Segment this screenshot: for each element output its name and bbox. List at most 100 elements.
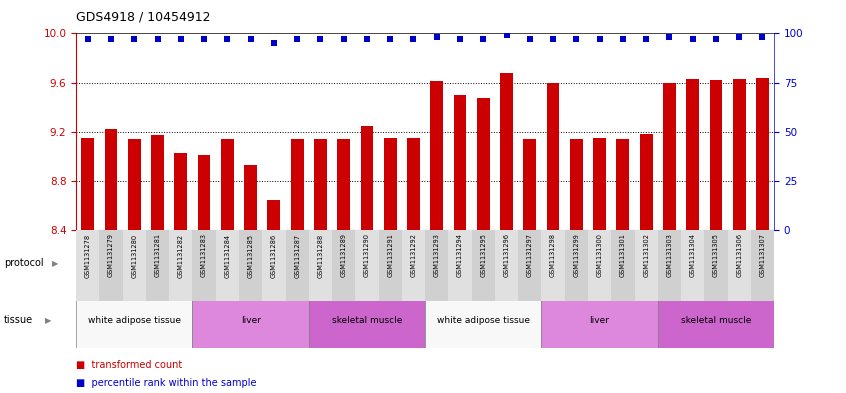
Bar bbox=[216, 230, 239, 301]
Text: GSM1131302: GSM1131302 bbox=[643, 233, 649, 277]
Bar bbox=[431, 81, 443, 230]
Bar bbox=[262, 230, 285, 301]
Text: GSM1131285: GSM1131285 bbox=[248, 233, 254, 277]
Point bbox=[686, 36, 700, 42]
Bar bbox=[384, 138, 397, 230]
Bar bbox=[733, 79, 745, 230]
Text: GSM1131292: GSM1131292 bbox=[410, 233, 416, 277]
Point bbox=[547, 36, 560, 42]
Bar bbox=[244, 165, 257, 230]
Bar bbox=[663, 83, 676, 230]
Bar bbox=[448, 230, 472, 301]
Text: GSM1131306: GSM1131306 bbox=[736, 233, 742, 277]
Text: GSM1131283: GSM1131283 bbox=[201, 233, 207, 277]
Bar bbox=[123, 230, 146, 301]
Bar bbox=[681, 230, 704, 301]
Text: GSM1131301: GSM1131301 bbox=[620, 233, 626, 277]
Text: GSM1131279: GSM1131279 bbox=[108, 233, 114, 277]
Text: ▶: ▶ bbox=[52, 259, 59, 268]
Text: GSM1131288: GSM1131288 bbox=[317, 233, 323, 277]
Bar bbox=[593, 138, 606, 230]
Bar bbox=[309, 230, 332, 301]
Bar bbox=[267, 200, 280, 230]
Text: GSM1131305: GSM1131305 bbox=[713, 233, 719, 277]
Text: ad libitum chow: ad libitum chow bbox=[206, 258, 295, 268]
Bar bbox=[751, 230, 774, 301]
Bar bbox=[617, 139, 629, 230]
Text: GSM1131289: GSM1131289 bbox=[341, 233, 347, 277]
Bar bbox=[611, 230, 634, 301]
Bar bbox=[76, 238, 425, 289]
Point bbox=[407, 36, 420, 42]
Bar bbox=[174, 152, 187, 230]
Bar bbox=[704, 230, 728, 301]
Text: ■  percentile rank within the sample: ■ percentile rank within the sample bbox=[76, 378, 256, 388]
Bar bbox=[588, 230, 611, 301]
Bar bbox=[100, 230, 123, 301]
Text: white adipose tissue: white adipose tissue bbox=[88, 316, 181, 325]
Text: GSM1131281: GSM1131281 bbox=[155, 233, 161, 277]
Text: protocol: protocol bbox=[4, 258, 44, 268]
Bar bbox=[453, 95, 466, 230]
Text: GSM1131278: GSM1131278 bbox=[85, 233, 91, 277]
Bar bbox=[76, 230, 99, 301]
Bar bbox=[518, 230, 541, 301]
Bar bbox=[192, 230, 216, 301]
Text: skeletal muscle: skeletal muscle bbox=[681, 316, 751, 325]
Bar bbox=[239, 230, 262, 301]
Point bbox=[593, 36, 607, 42]
Bar bbox=[500, 73, 513, 230]
Text: fasted: fasted bbox=[582, 258, 617, 268]
Bar bbox=[81, 138, 94, 230]
Bar bbox=[472, 230, 495, 301]
Text: ■  transformed count: ■ transformed count bbox=[76, 360, 183, 371]
Text: GSM1131307: GSM1131307 bbox=[760, 233, 766, 277]
Point bbox=[337, 36, 350, 42]
Point bbox=[360, 36, 374, 42]
Bar bbox=[192, 293, 309, 348]
Bar bbox=[314, 139, 327, 230]
Bar bbox=[547, 83, 559, 230]
Point bbox=[290, 36, 304, 42]
Point bbox=[569, 36, 583, 42]
Point bbox=[733, 34, 746, 40]
Text: GSM1131304: GSM1131304 bbox=[689, 233, 695, 277]
Bar bbox=[477, 99, 490, 230]
Point bbox=[221, 36, 234, 42]
Bar bbox=[146, 230, 169, 301]
Point bbox=[244, 36, 257, 42]
Text: GSM1131294: GSM1131294 bbox=[457, 233, 463, 277]
Point bbox=[383, 36, 397, 42]
Text: GSM1131282: GSM1131282 bbox=[178, 233, 184, 277]
Bar bbox=[524, 139, 536, 230]
Bar bbox=[570, 139, 583, 230]
Point bbox=[453, 36, 467, 42]
Text: skeletal muscle: skeletal muscle bbox=[332, 316, 402, 325]
Text: GSM1131299: GSM1131299 bbox=[574, 233, 580, 277]
Text: GSM1131300: GSM1131300 bbox=[596, 233, 602, 277]
Bar bbox=[756, 77, 769, 230]
Bar bbox=[710, 80, 722, 230]
Text: GSM1131284: GSM1131284 bbox=[224, 233, 230, 277]
Text: GSM1131287: GSM1131287 bbox=[294, 233, 300, 277]
Bar bbox=[338, 139, 350, 230]
Bar bbox=[76, 293, 192, 348]
Point bbox=[174, 36, 188, 42]
Text: liver: liver bbox=[240, 316, 261, 325]
Point bbox=[500, 32, 514, 39]
Bar bbox=[495, 230, 518, 301]
Bar bbox=[332, 230, 355, 301]
Point bbox=[709, 36, 722, 42]
Bar bbox=[541, 293, 658, 348]
Bar bbox=[640, 134, 652, 230]
Point bbox=[104, 36, 118, 42]
Bar bbox=[105, 129, 118, 230]
Point bbox=[476, 36, 490, 42]
Bar bbox=[291, 139, 304, 230]
Bar bbox=[128, 139, 140, 230]
Point bbox=[523, 36, 536, 42]
Text: GSM1131293: GSM1131293 bbox=[434, 233, 440, 277]
Point bbox=[430, 34, 443, 40]
Bar bbox=[402, 230, 425, 301]
Bar bbox=[426, 230, 448, 301]
